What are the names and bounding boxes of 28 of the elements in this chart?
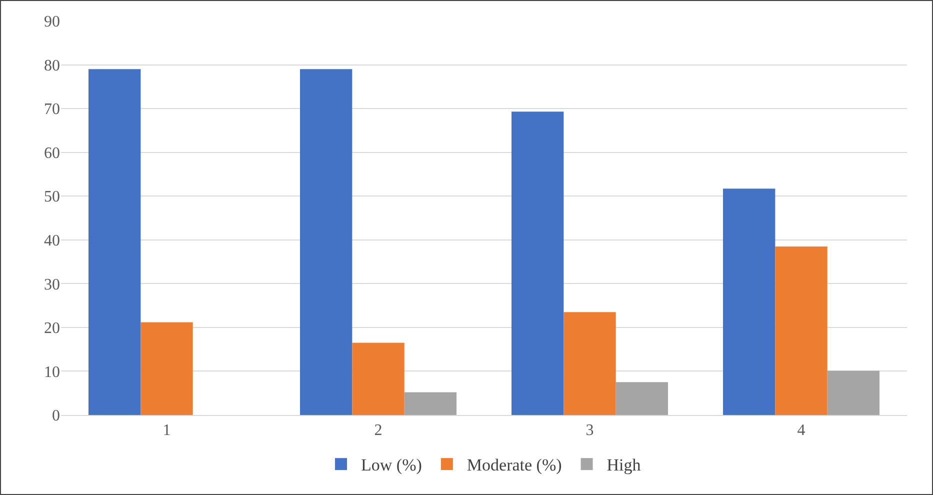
x-tick-label: 3 (586, 422, 594, 440)
y-tick-label: 60 (44, 144, 60, 162)
bar (616, 382, 668, 415)
y-tick-label: 30 (44, 276, 60, 294)
legend-label: Moderate (%) (466, 456, 562, 475)
x-tick-label: 2 (374, 422, 382, 440)
y-tick-label: 70 (44, 101, 60, 118)
y-tick-label: 50 (44, 188, 60, 206)
legend-label: High (606, 456, 642, 475)
x-tick-label: 4 (797, 422, 806, 440)
bar (140, 322, 193, 415)
bar (564, 312, 616, 415)
y-tick-label: 80 (44, 57, 60, 74)
y-tick-label: 90 (44, 14, 60, 31)
y-tick-label: 10 (44, 364, 60, 381)
legend-label: Low (%) (361, 456, 422, 475)
bar (404, 392, 457, 415)
bar (300, 69, 352, 415)
bar (88, 69, 141, 415)
bar (512, 112, 564, 415)
x-tick-label: 1 (162, 422, 171, 440)
y-tick-label: 20 (44, 320, 60, 338)
y-tick-label: 40 (44, 232, 60, 250)
bar (723, 188, 776, 415)
bar (827, 370, 880, 415)
bar (775, 246, 828, 415)
y-tick-label: 0 (52, 408, 60, 425)
bar (352, 342, 404, 415)
